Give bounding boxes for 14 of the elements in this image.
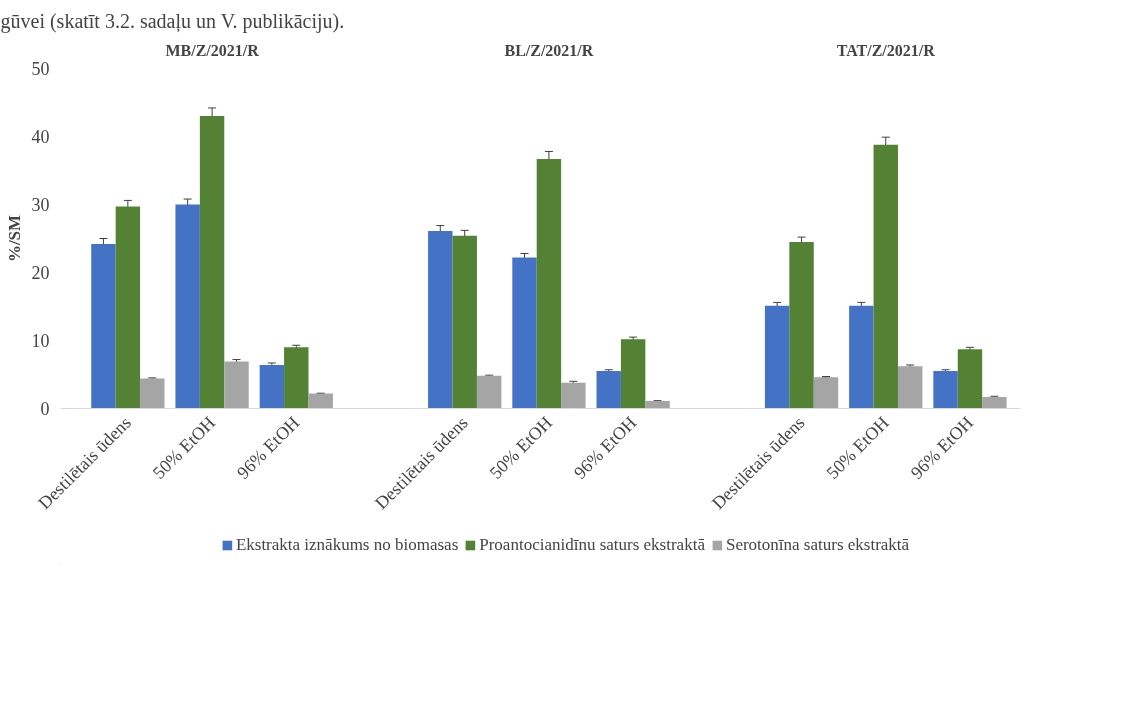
y-tick-label: 20 — [31, 263, 50, 283]
legend-label: Proantocianidīnu saturs ekstraktā — [479, 535, 705, 555]
legend-label: Ekstrakta iznākums no biomasas — [235, 535, 459, 555]
text: gūvei (skatīt 3.2. sadaļu un V. publikāciju). — [0, 9, 345, 33]
text: MB/Z/2021/R — [165, 41, 260, 59]
legend-label: Serotonīna saturs ekstraktā — [725, 535, 910, 555]
y-tick-label: 10 — [31, 331, 50, 351]
y-tick-label: 40 — [31, 127, 50, 147]
y-tick-label: 30 — [31, 195, 50, 215]
y-axis-title: %/SM — [4, 214, 24, 263]
text: TAT/Z/2021/R — [836, 41, 936, 59]
y-tick-label: 0 — [40, 399, 50, 419]
y-tick-label: 50 — [31, 59, 50, 79]
text: BL/Z/2021/R — [504, 41, 594, 59]
